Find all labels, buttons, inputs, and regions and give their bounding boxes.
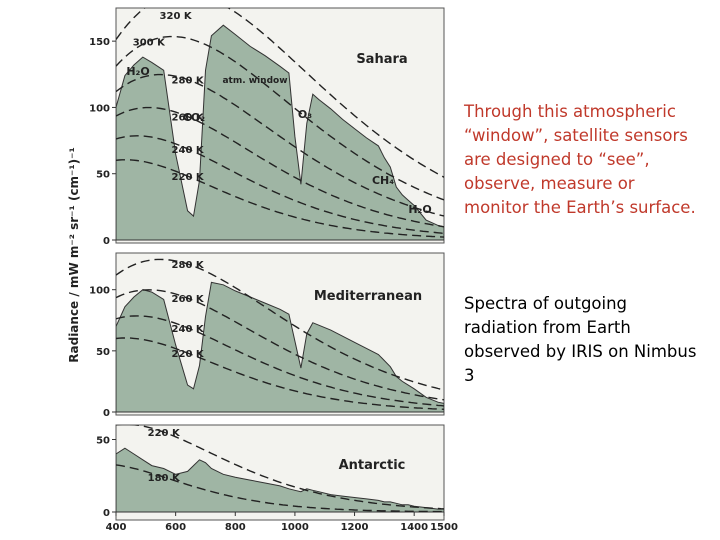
y-axis-label: Radiance / mW m⁻² sr⁻¹ (cm⁻¹)⁻¹ [67, 147, 81, 362]
x-tick-label: 600 [165, 522, 186, 533]
blackbody-curve-240k [116, 315, 444, 407]
blackbody-label: 220 K [172, 172, 205, 183]
blackbody-label: 260 K [172, 113, 205, 124]
blackbody-curve-260k [116, 106, 444, 228]
panel-antarctic [116, 425, 444, 513]
y-tick-label: 100 [89, 103, 110, 114]
blackbody-curve-180k [116, 464, 444, 513]
label-sahara-atm-window: atm. window [222, 76, 287, 86]
panel-sahara [116, 8, 444, 241]
blackbody-label: 280 K [172, 76, 205, 87]
y-tick-label: 0 [103, 508, 110, 519]
x-tick-label: 400 [106, 522, 127, 533]
panel-title-sahara: Sahara [356, 52, 407, 67]
panel-mediterranean [116, 258, 444, 413]
blackbody-label: 260 K [172, 294, 205, 305]
x-tick-label: 1400 [400, 522, 428, 533]
y-tick-label: 150 [89, 37, 110, 48]
spectrum-antarctic [116, 447, 444, 513]
blackbody-curve-320k [116, 8, 444, 178]
label-sahara-ch4: CH₄ [372, 174, 394, 187]
y-tick-label: 50 [96, 347, 110, 358]
blackbody-label: 180 K [148, 473, 181, 484]
panel-title-antarctic: Antarctic [339, 458, 406, 473]
blackbody-curve-300k [116, 35, 444, 201]
blackbody-label: 280 K [172, 260, 205, 271]
blackbody-label: 240 K [172, 324, 205, 335]
blackbody-curve-280k [116, 258, 444, 391]
blackbody-curve-260k [116, 289, 444, 401]
label-sahara-co2: CO₂ [183, 111, 205, 124]
x-tick-label: 1200 [341, 522, 369, 533]
y-tick-label: 50 [96, 436, 110, 447]
blackbody-label: 300 K [133, 37, 166, 48]
y-tick-label: 50 [96, 170, 110, 181]
y-tick-label: 0 [103, 236, 110, 247]
blackbody-curve-220k [116, 337, 444, 410]
label-sahara-o3: O₃ [298, 108, 312, 121]
blackbody-curve-220k [116, 425, 444, 510]
x-tick-label: 1000 [281, 522, 309, 533]
blackbody-label: 240 K [172, 145, 205, 156]
y-tick-label: 100 [89, 286, 110, 297]
note-atmospheric-window: Through this atmospheric “window”, satel… [464, 102, 696, 217]
blackbody-curve-280k [116, 73, 444, 217]
x-tick-label: 800 [225, 522, 246, 533]
blackbody-label: 220 K [148, 428, 181, 439]
note-iris-nimbus: Spectra of outgoing radiation from Earth… [464, 294, 697, 385]
label-sahara-h2o-right: H₂O [408, 203, 431, 216]
y-tick-label: 0 [103, 408, 110, 419]
x-tick-label: 1500 [430, 522, 458, 533]
blackbody-label: 220 K [172, 349, 205, 360]
spectrum-mediterranean [116, 281, 444, 413]
blackbody-curve-220k [116, 159, 444, 238]
label-sahara-h2o-left: H₂O [126, 65, 149, 78]
blackbody-label: 320 K [160, 11, 193, 22]
panel-title-mediterranean: Mediterranean [314, 289, 422, 304]
blackbody-curve-240k [116, 135, 444, 235]
